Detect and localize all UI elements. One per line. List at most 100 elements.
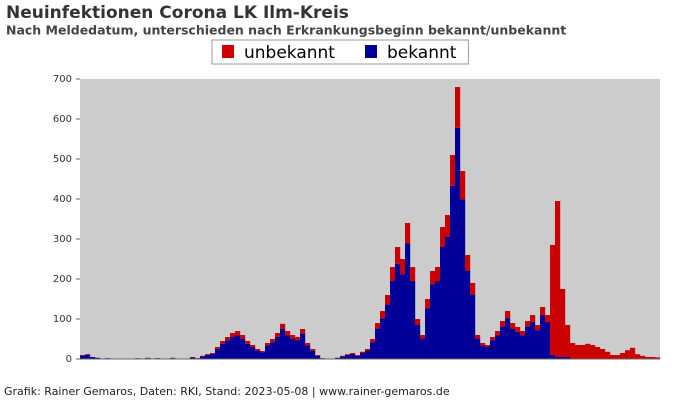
bar-segment bbox=[300, 333, 306, 359]
bar-segment bbox=[430, 271, 436, 285]
bar-segment bbox=[615, 355, 621, 359]
bar-segment bbox=[650, 357, 656, 359]
bar-segment bbox=[190, 357, 196, 359]
bar-segment bbox=[395, 247, 401, 264]
bar-segment bbox=[225, 340, 231, 359]
bar-segment bbox=[310, 349, 316, 351]
bar-segment bbox=[495, 335, 501, 359]
bar-segment bbox=[250, 345, 256, 347]
bar-segment bbox=[205, 355, 211, 359]
bar-segment bbox=[360, 353, 366, 359]
bar-segment bbox=[385, 295, 391, 305]
bar-segment bbox=[200, 356, 206, 359]
bar-segment bbox=[255, 349, 261, 351]
bar-segment bbox=[460, 171, 466, 200]
bar-segment bbox=[340, 356, 346, 359]
bar-segment bbox=[305, 343, 311, 346]
bar-segment bbox=[290, 338, 296, 359]
bar-segment bbox=[390, 267, 396, 281]
bar-segment bbox=[470, 294, 476, 359]
bar-segment bbox=[605, 351, 611, 359]
y-tick-label: 0 bbox=[66, 354, 72, 365]
bar-segment bbox=[295, 337, 301, 341]
bar-segment bbox=[390, 281, 396, 359]
bar-segment bbox=[410, 281, 416, 359]
bar-segment bbox=[560, 357, 566, 359]
bar-segment bbox=[315, 355, 321, 356]
bar-segment bbox=[375, 328, 381, 359]
legend-box bbox=[211, 39, 469, 65]
bar-segment bbox=[355, 355, 361, 356]
bar-segment bbox=[515, 331, 521, 359]
bar-segment bbox=[205, 354, 211, 355]
bar-segment bbox=[555, 201, 561, 357]
bar-segment bbox=[450, 185, 456, 359]
bar-segment bbox=[530, 315, 536, 322]
bar-segment bbox=[485, 345, 491, 347]
bar-segment bbox=[500, 326, 506, 359]
bar-segment bbox=[215, 347, 221, 349]
bar-segment bbox=[545, 321, 551, 359]
bar-segment bbox=[520, 331, 526, 336]
bar-segment bbox=[445, 215, 451, 237]
bar-segment bbox=[500, 321, 506, 327]
bar-segment bbox=[420, 338, 426, 359]
y-tick-label: 300 bbox=[53, 234, 72, 245]
bar-segment bbox=[640, 355, 646, 359]
bar-segment bbox=[560, 289, 566, 357]
bar-segment bbox=[95, 357, 101, 359]
bar-segment bbox=[465, 255, 471, 271]
bar-segment bbox=[300, 329, 306, 334]
bar-segment bbox=[230, 333, 236, 337]
bar-segment bbox=[245, 343, 251, 359]
bar-segment bbox=[270, 339, 276, 343]
bar-segment bbox=[455, 127, 461, 359]
bar-segment bbox=[550, 245, 556, 355]
bar-segment bbox=[620, 353, 626, 359]
bar-segment bbox=[210, 353, 216, 354]
bar-segment bbox=[255, 350, 261, 359]
bar-segment bbox=[435, 267, 441, 281]
bar-segment bbox=[380, 311, 386, 319]
bar-segment bbox=[465, 270, 471, 359]
y-tick-label: 100 bbox=[53, 314, 72, 325]
bar-segment bbox=[260, 352, 266, 359]
bar-segment bbox=[460, 199, 466, 359]
bar-segment bbox=[545, 315, 551, 322]
bar-segment bbox=[230, 337, 236, 359]
legend-label: bekannt bbox=[387, 43, 457, 63]
legend-label: unbekannt bbox=[244, 43, 335, 63]
bar-segment bbox=[280, 323, 286, 329]
bar-segment bbox=[315, 355, 321, 359]
bar-segment bbox=[580, 345, 586, 359]
bar-segment bbox=[355, 355, 361, 359]
bar-segment bbox=[365, 350, 371, 359]
bar-segment bbox=[570, 343, 576, 359]
bar-segment bbox=[450, 155, 456, 186]
bar-segment bbox=[480, 343, 486, 346]
bar-segment bbox=[470, 283, 476, 295]
bar-segment bbox=[250, 347, 256, 359]
bar-segment bbox=[380, 318, 386, 359]
bar-segment bbox=[285, 331, 291, 336]
source-note: Grafik: Rainer Gemaros, Daten: RKI, Stan… bbox=[4, 385, 450, 398]
bar-segment bbox=[350, 353, 356, 354]
bar-segment bbox=[280, 329, 286, 359]
bar-segment bbox=[505, 318, 511, 359]
bar-segment bbox=[415, 325, 421, 359]
bar-segment bbox=[540, 315, 546, 359]
bar-segment bbox=[655, 357, 661, 359]
bar-segment bbox=[225, 337, 231, 341]
bar-segment bbox=[565, 325, 571, 357]
bar-segment bbox=[625, 350, 631, 359]
bar-segment bbox=[490, 340, 496, 359]
bar-segment bbox=[600, 349, 606, 359]
bar-segment bbox=[275, 337, 281, 359]
bar-segment bbox=[335, 357, 341, 359]
bar-segment bbox=[475, 338, 481, 359]
bar-segment bbox=[235, 331, 241, 336]
chart-subtitle: Nach Meldedatum, unterschieden nach Erkr… bbox=[6, 23, 566, 38]
bar-segment bbox=[285, 335, 291, 359]
bar-segment bbox=[425, 308, 431, 359]
